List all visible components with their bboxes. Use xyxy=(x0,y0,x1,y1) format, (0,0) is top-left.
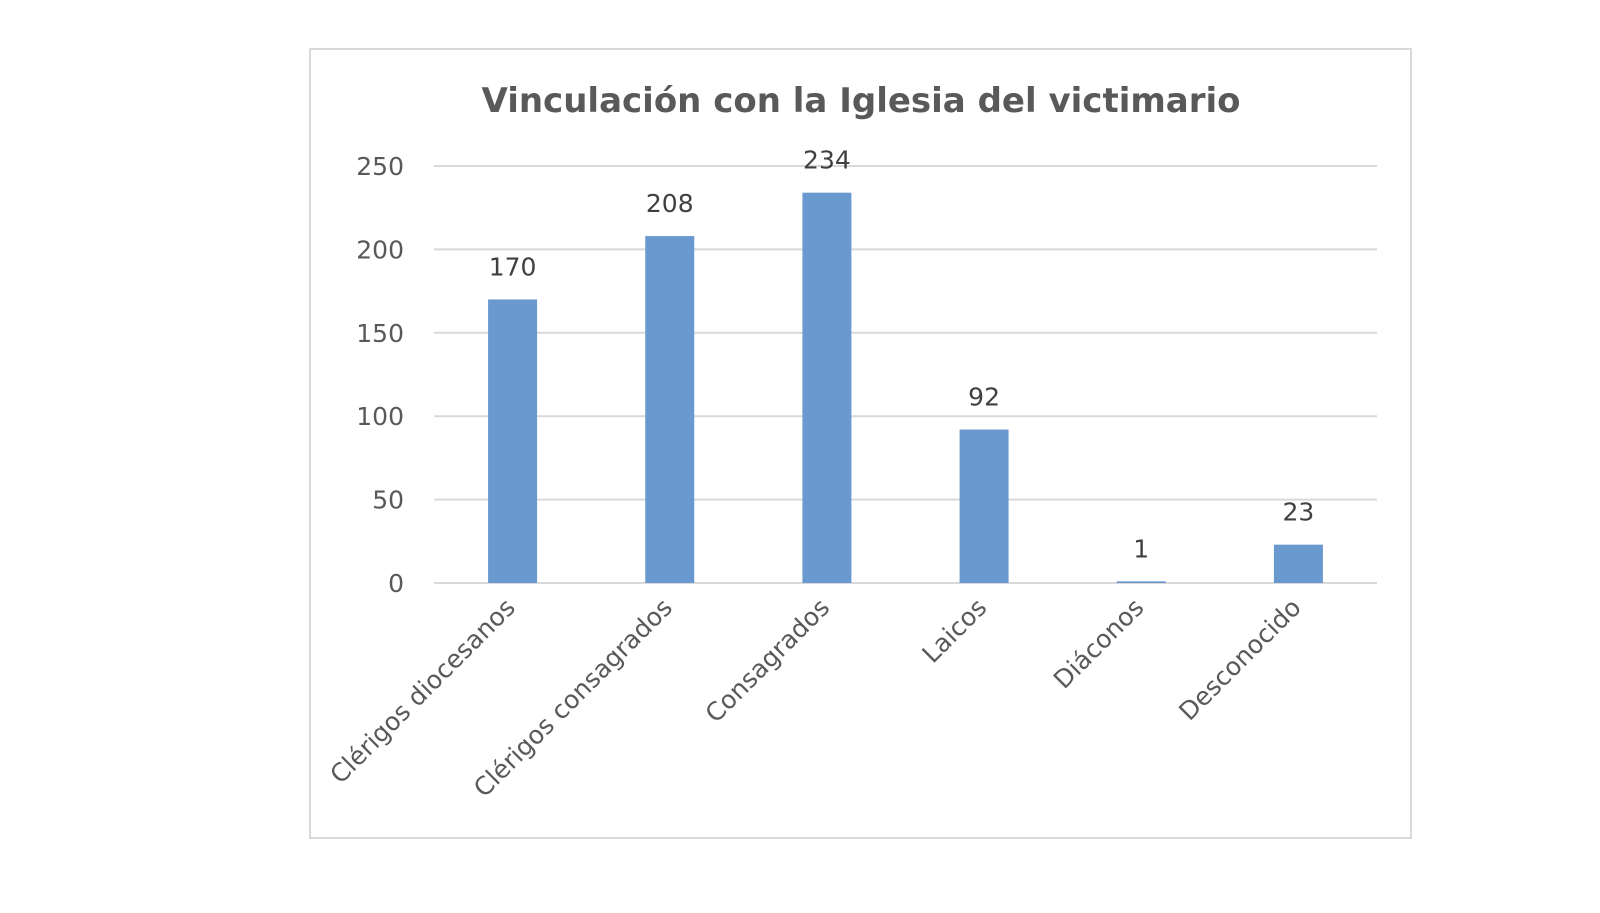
data-label: 170 xyxy=(489,252,537,281)
y-axis-ticks: 0 50 100 150 200 250 xyxy=(356,152,404,598)
x-category-label: Consagrados xyxy=(700,593,835,728)
gridlines xyxy=(434,165,1377,584)
x-category-label: Desconocido xyxy=(1173,593,1306,726)
bar xyxy=(1116,581,1166,583)
chart-title: Vinculación con la Iglesia del victimari… xyxy=(481,81,1240,121)
bar xyxy=(1273,544,1323,583)
x-category-label: Diáconos xyxy=(1048,593,1150,695)
bar xyxy=(959,429,1009,583)
data-label: 23 xyxy=(1283,498,1315,527)
bar xyxy=(645,236,695,583)
y-tick-label: 50 xyxy=(372,486,404,515)
bar xyxy=(488,299,538,583)
data-labels: 170 208 234 92 1 23 xyxy=(489,146,1315,564)
bars xyxy=(488,192,1323,584)
data-label: 92 xyxy=(968,383,1000,412)
y-tick-label: 250 xyxy=(356,152,404,181)
data-label: 234 xyxy=(803,146,851,175)
y-tick-label: 200 xyxy=(356,235,404,264)
y-tick-label: 150 xyxy=(356,319,404,348)
data-label: 1 xyxy=(1133,534,1149,563)
y-tick-label: 100 xyxy=(356,402,404,431)
bar xyxy=(802,192,852,584)
x-category-label: Laicos xyxy=(916,593,992,669)
y-tick-label: 0 xyxy=(388,569,404,598)
data-label: 208 xyxy=(646,189,694,218)
